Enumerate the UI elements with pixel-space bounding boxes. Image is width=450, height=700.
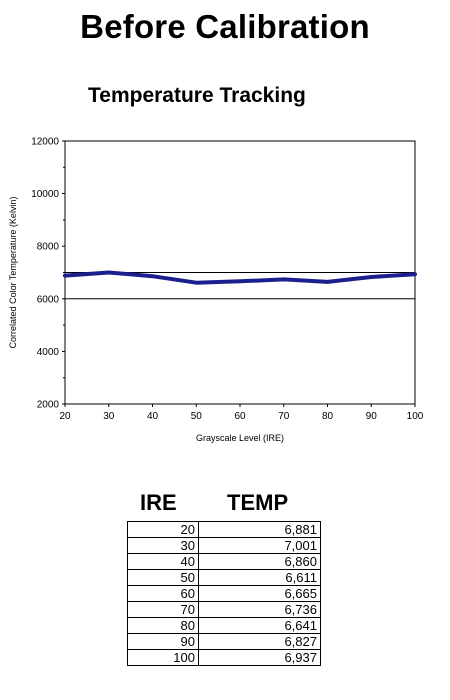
cell-ire: 40 [127, 553, 199, 570]
table-header: IRE TEMP [128, 490, 320, 520]
cell-ire: 60 [127, 585, 199, 602]
x-tick-label: 40 [147, 411, 159, 422]
cell-ire: 20 [127, 521, 199, 538]
data-point [281, 277, 286, 282]
data-point [238, 279, 242, 284]
table-row: 70 6,736 [127, 601, 321, 618]
table-row: 30 7,001 [127, 537, 321, 554]
table-row: 50 6,611 [127, 569, 321, 586]
cell-ire: 80 [127, 617, 199, 634]
x-tick-label: 70 [278, 411, 290, 422]
cell-temp: 6,641 [198, 617, 321, 634]
data-point [325, 280, 330, 284]
cell-ire: 70 [127, 601, 199, 618]
data-point [194, 280, 199, 285]
calibration-table: 20 6,881 30 7,001 40 6,860 50 6,611 60 6,665 70 6,7… [127, 521, 321, 666]
chart-title: Temperature Tracking [88, 84, 306, 107]
x-tick-label: 20 [59, 411, 71, 422]
x-axis-label: Grayscale Level (IRE) [196, 433, 284, 443]
cell-temp: 6,881 [198, 521, 321, 538]
table-row: 90 6,827 [127, 633, 321, 650]
x-tick-label: 80 [322, 411, 334, 422]
table-row: 20 6,881 [127, 521, 321, 538]
header-temp: TEMP [227, 490, 289, 515]
x-tick-label: 60 [234, 411, 246, 422]
cell-temp: 7,001 [198, 537, 321, 554]
table-row: 40 6,860 [127, 553, 321, 570]
table-row: 100 6,937 [127, 649, 321, 666]
cell-temp: 6,665 [198, 585, 321, 602]
x-tick-label: 30 [103, 411, 115, 422]
y-tick-label: 12000 [31, 137, 59, 148]
page-title: Before Calibration [80, 8, 370, 45]
x-tick-label: 50 [191, 411, 203, 422]
header-ire: IRE [140, 490, 177, 515]
table-row: 80 6,641 [127, 617, 321, 634]
cell-temp: 6,827 [198, 633, 321, 650]
cell-temp: 6,937 [198, 649, 321, 666]
temperature-chart: 2000 4000 6000 8000 10000 12000 20 30 40 50 60 70 80… [8, 137, 424, 444]
y-tick-label: 10000 [31, 189, 59, 200]
table-row: 60 6,665 [127, 585, 321, 602]
cell-ire: 50 [127, 569, 199, 586]
cell-ire: 100 [127, 649, 199, 666]
cell-temp: 6,611 [198, 569, 321, 586]
y-tick-label: 8000 [37, 242, 60, 253]
y-axis-label: Correlated Color Temperature (Kelvin) [8, 197, 18, 349]
x-tick-label: 90 [366, 411, 378, 422]
data-point [150, 274, 155, 278]
cell-temp: 6,860 [198, 553, 321, 570]
data-point [369, 275, 374, 279]
cell-ire: 30 [127, 537, 199, 554]
cell-ire: 90 [127, 633, 199, 650]
data-point [63, 273, 67, 278]
x-tick-label: 100 [407, 411, 424, 422]
y-tick-label: 4000 [37, 347, 60, 358]
data-point [413, 272, 417, 276]
data-point [106, 270, 111, 275]
y-tick-label: 2000 [37, 400, 60, 411]
cell-temp: 6,736 [198, 601, 321, 618]
y-tick-label: 6000 [37, 294, 60, 305]
